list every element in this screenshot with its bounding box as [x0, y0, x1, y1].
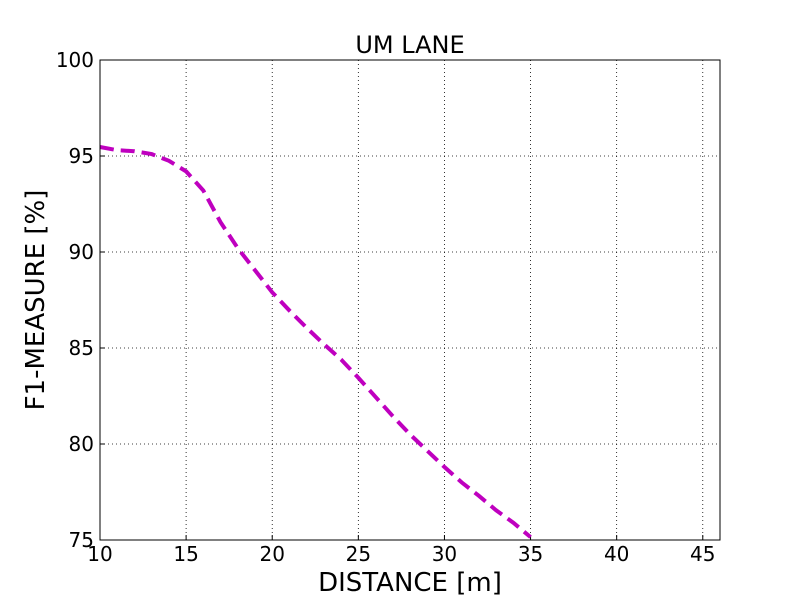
y-tick-label: 90 — [69, 240, 94, 264]
x-tick-label: 40 — [604, 542, 629, 566]
y-tick-label: 75 — [69, 528, 94, 552]
y-tick-label: 95 — [69, 144, 94, 168]
y-tick-label: 85 — [69, 336, 94, 360]
x-axis-label: DISTANCE [m] — [318, 568, 502, 598]
x-tick-label: 25 — [346, 542, 371, 566]
x-tick-label: 20 — [259, 542, 284, 566]
x-tick-label: 30 — [432, 542, 457, 566]
y-tick-label: 80 — [69, 432, 94, 456]
x-tick-label: 35 — [518, 542, 543, 566]
x-tick-label: 45 — [690, 542, 715, 566]
y-axis-label: F1-MEASURE [%] — [21, 190, 51, 411]
x-tick-label: 15 — [173, 542, 198, 566]
plot-frame — [99, 59, 721, 541]
chart-title: UM LANE — [355, 31, 464, 59]
x-tick-label: 10 — [87, 542, 112, 566]
y-tick-label: 100 — [56, 48, 94, 72]
data-line — [99, 145, 532, 539]
